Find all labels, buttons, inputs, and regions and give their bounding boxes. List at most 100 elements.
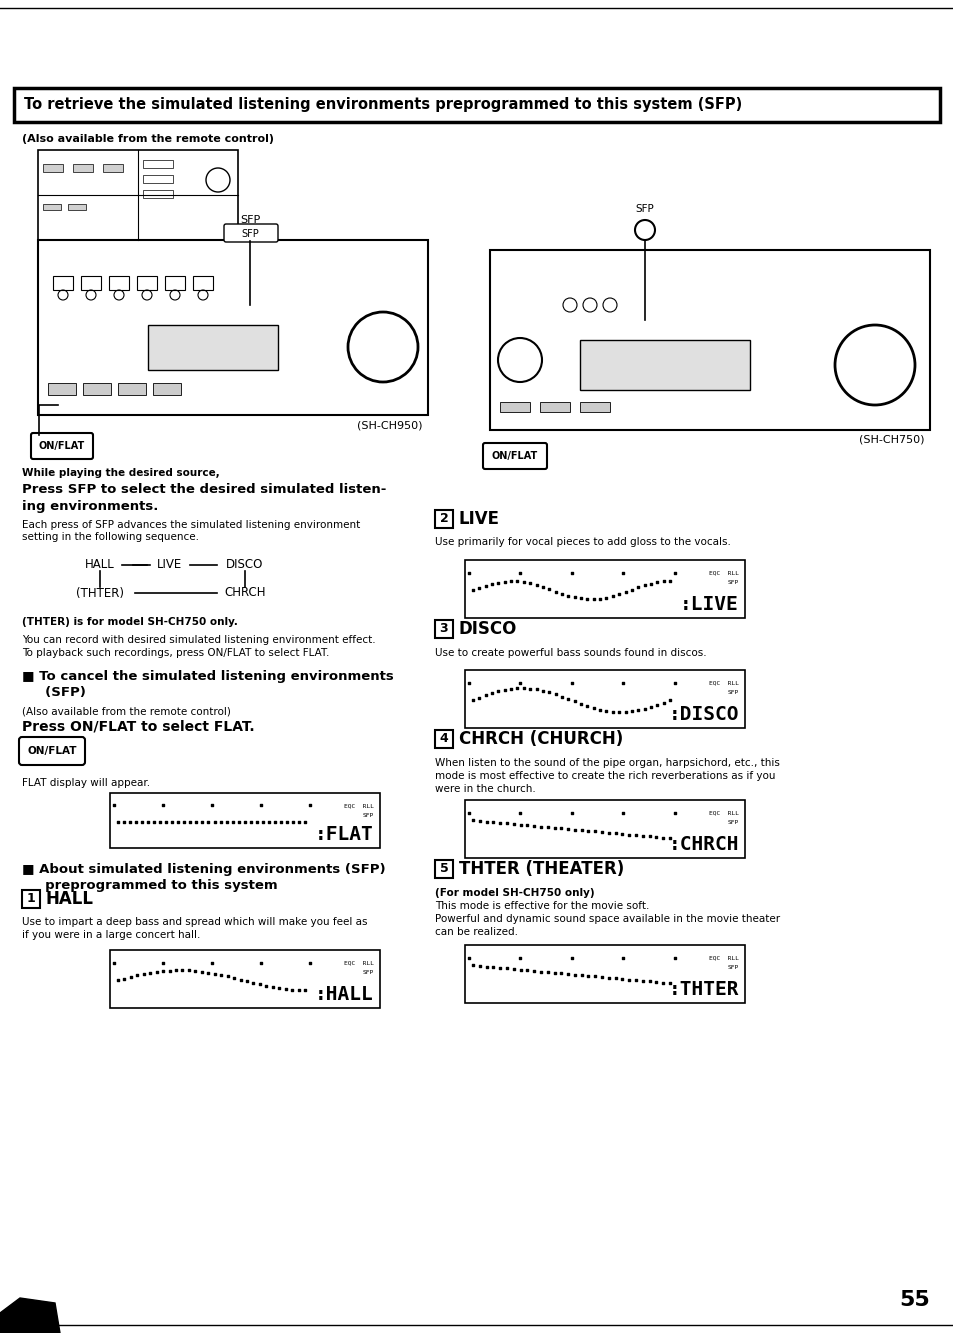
Bar [464,670,744,728]
Text: SFP: SFP [727,965,739,970]
Point [239,970,254,992]
Point [246,972,261,993]
Point [580,820,596,841]
Point [176,810,192,832]
Point [574,820,589,841]
Point [253,794,269,816]
Point [519,960,535,981]
Text: 1: 1 [27,893,35,905]
Point [592,698,607,720]
Point [225,810,240,832]
Bar [137,276,157,291]
Point [465,689,480,710]
Point [648,972,663,993]
Point [611,701,626,722]
Point [465,809,480,830]
Point [579,588,595,609]
Point [604,585,619,607]
Point [533,816,548,837]
Point [204,794,219,816]
Point [541,681,557,702]
Bar [464,945,744,1002]
Point [516,677,531,698]
Point [649,694,664,716]
Point [553,962,568,984]
Bar [43,164,63,172]
Point [219,810,234,832]
Text: EQC  RLL: EQC RLL [708,680,739,685]
Point [566,690,581,712]
Point [302,794,317,816]
Point [600,822,616,844]
Bar [38,151,237,240]
Point [279,810,294,832]
Point [655,972,670,993]
Bar [165,276,185,291]
Point [579,696,595,717]
Point [253,952,269,973]
Point [140,810,155,832]
Point [667,672,682,693]
Text: SFP: SFP [727,580,739,585]
Point [236,810,252,832]
Point [547,684,562,705]
Text: (Also available from the remote control): (Also available from the remote control) [22,135,274,144]
Point [249,810,264,832]
Point [243,810,258,832]
Text: ■ About simulated listening environments (SFP): ■ About simulated listening environments… [22,862,385,876]
Text: ON/FLAT: ON/FLAT [39,441,85,451]
Text: SFP: SFP [362,970,374,974]
Point [461,946,476,968]
Point [623,701,639,722]
Text: SFP: SFP [241,229,258,239]
Text: EQC  RLL: EQC RLL [708,571,739,575]
Point [484,573,499,595]
Point [621,969,637,990]
Text: preprogrammed to this system: preprogrammed to this system [22,878,277,892]
Point [649,572,664,593]
Point [559,964,575,985]
Point [611,584,626,605]
Text: SFP: SFP [727,820,739,825]
FancyBboxPatch shape [30,433,92,459]
Point [535,680,550,701]
Text: :HALL: :HALL [314,985,374,1004]
Bar [499,403,530,412]
Text: Use primarily for vocal pieces to add gloss to the vocals.: Use primarily for vocal pieces to add gl… [435,537,730,547]
Point [616,802,631,824]
Text: :THTER: :THTER [668,980,739,998]
Point [560,585,576,607]
Point [539,961,555,982]
Point [213,810,228,832]
Point [661,689,677,710]
Point [513,563,528,584]
Bar [110,950,379,1008]
Point [272,977,287,998]
Point [490,681,505,702]
Point [554,583,569,604]
Point [194,961,210,982]
Point [661,571,677,592]
Point [503,571,518,592]
Point [471,577,486,599]
Point [667,946,682,968]
Point [472,956,487,977]
Bar [148,325,277,371]
Point [471,686,486,708]
Point [635,825,650,846]
Point [541,579,557,600]
Point [490,572,505,593]
Text: (Also available from the remote control): (Also available from the remote control) [22,706,231,716]
Point [188,960,203,981]
Text: (SFP): (SFP) [22,686,86,698]
Point [598,587,614,608]
Point [285,810,300,832]
Point [291,980,306,1001]
Point [642,573,658,595]
Bar [435,730,453,748]
Point [564,946,579,968]
Text: (For model SH-CH750 only): (For model SH-CH750 only) [435,888,594,898]
Bar [110,793,379,848]
Point [111,810,126,832]
Point [252,973,267,994]
